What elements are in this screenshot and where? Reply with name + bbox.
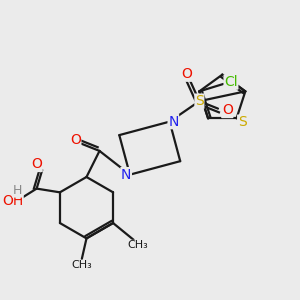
Text: OH: OH: [2, 194, 23, 208]
Text: S: S: [238, 115, 247, 129]
Text: CH₃: CH₃: [127, 240, 148, 250]
Text: S: S: [195, 94, 204, 108]
Text: O: O: [222, 103, 233, 118]
Text: CH₃: CH₃: [71, 260, 92, 270]
Text: O: O: [181, 67, 192, 81]
Text: H: H: [12, 184, 22, 197]
Text: N: N: [168, 115, 178, 129]
Text: O: O: [70, 133, 81, 147]
Text: O: O: [31, 158, 42, 171]
Text: N: N: [121, 168, 131, 182]
Text: Cl: Cl: [224, 75, 238, 89]
